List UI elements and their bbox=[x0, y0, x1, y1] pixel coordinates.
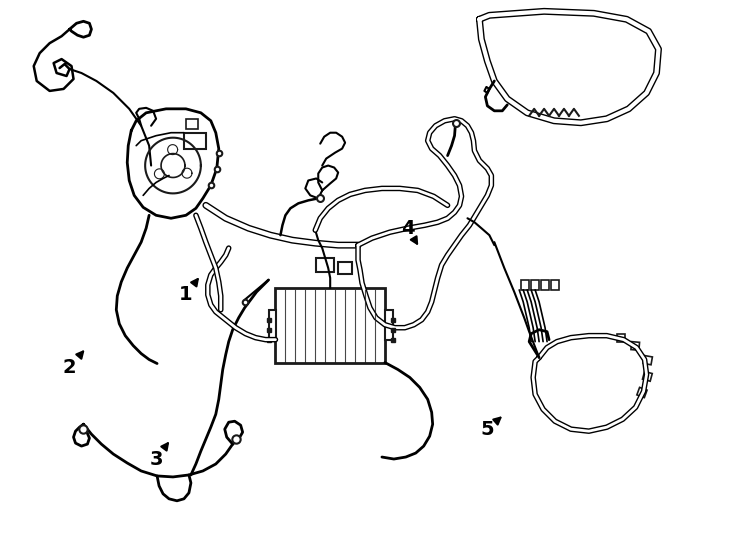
Bar bbox=[338, 262, 352, 274]
Bar bbox=[643, 355, 653, 365]
Bar bbox=[184, 133, 206, 149]
Bar bbox=[316, 258, 334, 272]
Bar bbox=[385, 310, 393, 340]
Bar bbox=[269, 310, 277, 340]
Bar bbox=[642, 372, 653, 381]
Bar bbox=[631, 342, 639, 350]
Bar bbox=[275, 288, 385, 362]
Text: 4: 4 bbox=[401, 219, 415, 238]
Bar bbox=[521, 280, 529, 290]
Bar bbox=[541, 280, 549, 290]
Bar bbox=[551, 280, 559, 290]
Bar bbox=[617, 334, 625, 342]
Text: 5: 5 bbox=[481, 420, 494, 438]
Text: 2: 2 bbox=[62, 358, 76, 377]
Bar bbox=[637, 387, 647, 397]
Bar bbox=[531, 280, 539, 290]
Bar bbox=[186, 119, 198, 129]
Text: 3: 3 bbox=[149, 449, 163, 469]
Text: 1: 1 bbox=[179, 285, 193, 305]
